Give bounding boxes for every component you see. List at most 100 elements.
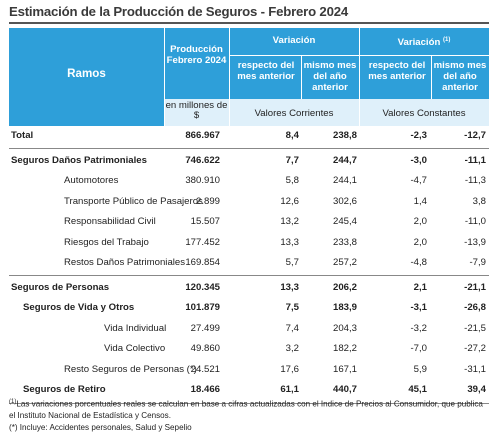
- table-row: Seguros de Retiro 18.466 61,1 440,7 45,1 39,4: [9, 380, 489, 400]
- header-divider: [229, 55, 489, 56]
- row-var-corriente-anio: 167,1: [332, 363, 357, 375]
- row-var-corriente-mes: 13,2: [280, 216, 299, 227]
- row-var-constante-mes: 5,9: [413, 363, 427, 375]
- mismo-header-corriente: mismo mes del año anterior: [303, 60, 357, 93]
- row-var-constante-anio: -27,2: [464, 343, 486, 354]
- row-var-constante-anio: -11,3: [464, 175, 486, 186]
- row-name: Transporte Público de Pasajeros: [64, 195, 203, 207]
- row-var-constante-mes: -2,3: [410, 130, 427, 141]
- row-var-corriente-anio: 302,6: [332, 195, 357, 207]
- variacion-corriente-header: Variación: [272, 35, 316, 46]
- row-produccion: 380.910: [185, 175, 220, 186]
- row-var-corriente-mes: 7,4: [285, 322, 299, 334]
- row-name: Resto Seguros de Personas (*): [64, 363, 197, 375]
- row-var-constante-anio: -31,1: [464, 363, 486, 375]
- row-var-constante-mes: -3,2: [410, 322, 427, 334]
- footnote-2: (*) Incluye: Accidentes personales, Salu…: [9, 422, 192, 432]
- header-divider: [229, 28, 230, 126]
- row-var-corriente-mes: 8,4: [285, 130, 299, 141]
- row-var-corriente-mes: 5,7: [285, 257, 299, 268]
- row-var-constante-mes: -4,7: [410, 175, 427, 186]
- row-produccion: 27.499: [190, 322, 220, 334]
- row-var-constante-anio: -11,0: [464, 216, 486, 227]
- row-produccion: 101.879: [185, 302, 220, 313]
- table-row: Seguros de Vida y Otros 101.879 7,5 183,9 -3…: [9, 298, 489, 318]
- table-row: Transporte Público de Pasajeros 2.899 12,6…: [9, 192, 489, 212]
- mismo-header-constante: mismo mes del año anterior: [433, 60, 487, 93]
- row-produccion: 169.854: [185, 257, 220, 268]
- footnote-1-text: Las variaciones porcentuales reales se c…: [9, 399, 483, 421]
- page-title: Estimación de la Producción de Seguros -…: [9, 4, 348, 19]
- row-var-corriente-anio: 245,4: [332, 216, 357, 227]
- table-row: Riesgos del Trabajo 177.452 13,3 233,8 2,0 -1…: [9, 233, 489, 253]
- row-produccion: 2.899: [195, 195, 220, 207]
- row-var-corriente-anio: 182,2: [332, 343, 357, 354]
- valores-corrientes-label: Valores Corrientes: [254, 108, 334, 119]
- table-row: Resto Seguros de Personas (*) 24.521 17,6 1…: [9, 360, 489, 380]
- row-var-constante-mes: -3,0: [410, 154, 427, 166]
- row-var-corriente-anio: 183,9: [332, 302, 357, 313]
- row-var-constante-anio: -26,8: [464, 302, 486, 313]
- header-divider: [431, 55, 432, 99]
- respecto-header-corriente: respecto del mes anterior: [237, 60, 295, 82]
- table-row: Seguros Daños Patrimoniales 746.622 7,7 244…: [9, 151, 489, 171]
- table-bottom-rule: [9, 402, 489, 404]
- row-var-corriente-anio: 233,8: [332, 236, 357, 248]
- row-var-corriente-anio: 204,3: [332, 322, 357, 334]
- row-var-corriente-mes: 13,3: [280, 281, 299, 293]
- row-var-constante-mes: 1,4: [413, 195, 427, 207]
- table-header: Ramos Producción Febrero 2024 Variación …: [9, 28, 489, 126]
- row-var-corriente-mes: 12,6: [280, 195, 299, 207]
- valores-constantes-label: Valores Constantes: [382, 108, 466, 119]
- row-var-constante-anio: -21,5: [464, 322, 486, 334]
- row-var-corriente-anio: 206,2: [332, 281, 357, 293]
- row-produccion: 177.452: [185, 236, 220, 248]
- section-separator: [9, 147, 489, 149]
- header-divider: [359, 28, 360, 126]
- table-row: Total 866.967 8,4 238,8 -2,3 -12,7: [9, 126, 489, 146]
- table-row: Vida Individual 27.499 7,4 204,3 -3,2 -21,5: [9, 319, 489, 339]
- footnote-mark: (1): [443, 37, 451, 43]
- header-divider: [301, 55, 302, 99]
- row-var-constante-mes: -7,0: [410, 343, 427, 354]
- row-name: Seguros de Vida y Otros: [23, 302, 135, 313]
- table-row: Responsabilidad Civil 15.507 13,2 245,4 2,0 -…: [9, 212, 489, 232]
- row-produccion: 120.345: [185, 281, 220, 293]
- table-row: Vida Colectivo 49.860 3,2 182,2 -7,0 -27,2: [9, 339, 489, 359]
- row-var-corriente-anio: 244,1: [332, 175, 357, 186]
- row-name: Seguros Daños Patrimoniales: [11, 154, 147, 166]
- variacion-constante-label: Variación: [397, 37, 441, 49]
- respecto-header-constante: respecto del mes anterior: [368, 60, 426, 82]
- row-produccion: 24.521: [190, 363, 220, 375]
- row-var-constante-anio: -13,9: [464, 236, 486, 248]
- section-separator: [9, 274, 489, 276]
- row-name: Riesgos del Trabajo: [64, 236, 149, 248]
- row-var-constante-anio: 39,4: [467, 384, 486, 395]
- row-var-corriente-anio: 257,2: [332, 257, 357, 268]
- row-var-constante-mes: -4,8: [410, 257, 427, 268]
- footnotes: (1)Las variaciones porcentuales reales s…: [9, 397, 491, 433]
- row-var-corriente-mes: 17,6: [280, 363, 299, 375]
- table-row: Automotores 380.910 5,8 244,1 -4,7 -11,3: [9, 171, 489, 191]
- row-var-corriente-mes: 7,7: [285, 154, 299, 166]
- row-name: Vida Individual: [104, 322, 167, 334]
- title-rule: [9, 22, 489, 24]
- row-name: Seguros de Personas: [11, 281, 110, 293]
- unit-label: en millones de $: [165, 100, 228, 121]
- variacion-constante-header: Variación (1): [359, 35, 489, 48]
- row-var-corriente-mes: 3,2: [285, 343, 299, 354]
- row-produccion: 746.622: [185, 154, 220, 166]
- row-produccion: 15.507: [190, 216, 220, 227]
- header-subband: [164, 99, 489, 126]
- row-var-corriente-anio: 440,7: [332, 384, 357, 395]
- row-var-constante-anio: -7,9: [469, 257, 486, 268]
- header-band: [9, 28, 489, 99]
- table-row: Seguros de Personas 120.345 13,3 206,2 2,1 -2…: [9, 278, 489, 298]
- row-var-constante-anio: 3,8: [472, 195, 486, 207]
- row-produccion: 866.967: [185, 130, 220, 141]
- row-name: Restos Daños Patrimoniales: [64, 257, 186, 268]
- row-name: Seguros de Retiro: [23, 384, 106, 395]
- row-var-corriente-mes: 13,3: [280, 236, 299, 248]
- row-var-corriente-mes: 61,1: [280, 384, 299, 395]
- row-var-corriente-mes: 7,5: [285, 302, 299, 313]
